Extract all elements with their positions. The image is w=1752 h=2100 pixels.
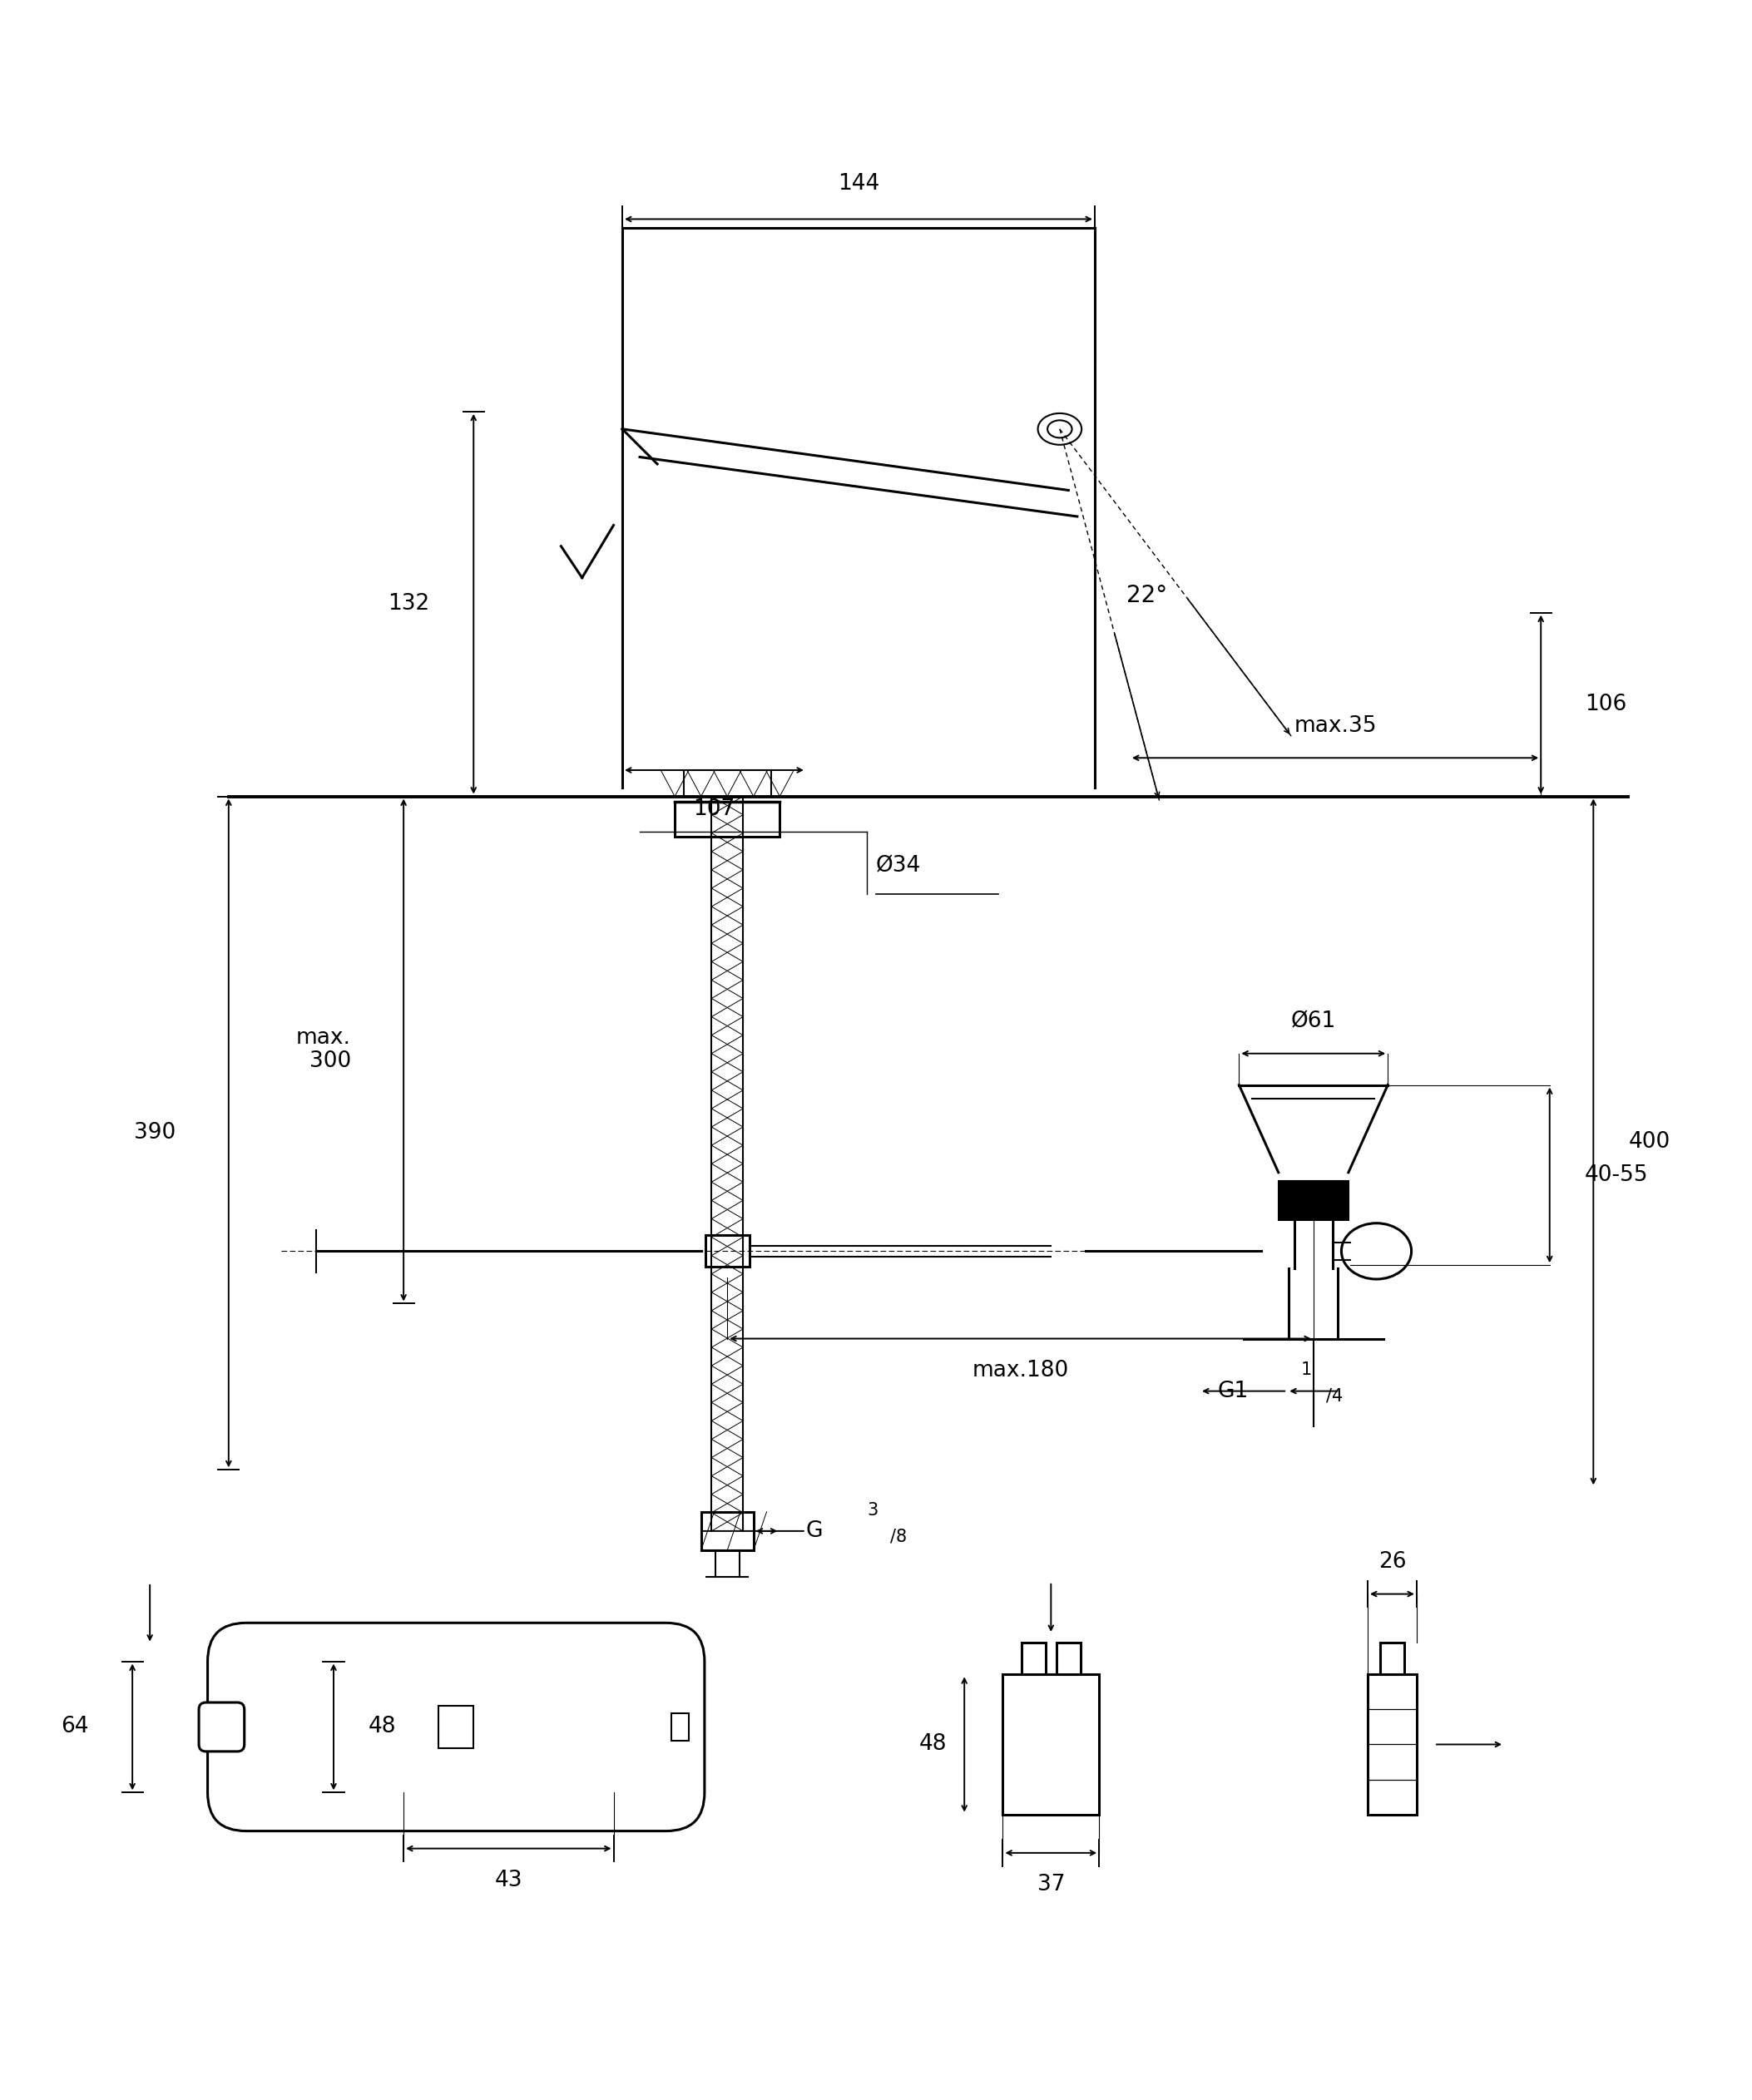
Text: max.180: max.180 xyxy=(972,1359,1069,1382)
Text: 48: 48 xyxy=(368,1716,396,1739)
Bar xyxy=(1021,1642,1046,1674)
Bar xyxy=(1056,1642,1081,1674)
Bar xyxy=(1368,1674,1417,1814)
Text: max.
300: max. 300 xyxy=(296,1027,350,1073)
Text: 26: 26 xyxy=(1379,1552,1407,1573)
FancyBboxPatch shape xyxy=(200,1703,244,1751)
Bar xyxy=(671,1714,689,1741)
Bar xyxy=(1002,1674,1099,1814)
Text: 107: 107 xyxy=(694,798,736,819)
Text: G1: G1 xyxy=(1218,1380,1247,1403)
Text: Ø61: Ø61 xyxy=(1291,1010,1337,1033)
Text: /4: /4 xyxy=(1326,1388,1342,1405)
Text: 3: 3 xyxy=(867,1502,878,1518)
Text: 64: 64 xyxy=(61,1716,89,1739)
Ellipse shape xyxy=(1342,1222,1412,1279)
Text: 37: 37 xyxy=(1037,1873,1065,1896)
Text: max.35: max.35 xyxy=(1295,716,1377,737)
Text: 400: 400 xyxy=(1628,1132,1670,1153)
Text: /8: /8 xyxy=(890,1529,908,1546)
Text: 1: 1 xyxy=(1302,1361,1312,1378)
Bar xyxy=(675,802,780,836)
Bar xyxy=(438,1705,473,1747)
Text: 132: 132 xyxy=(387,592,429,615)
Bar xyxy=(1279,1180,1349,1220)
Bar xyxy=(683,771,771,796)
FancyBboxPatch shape xyxy=(208,1623,704,1831)
Text: 43: 43 xyxy=(494,1869,522,1892)
Text: 48: 48 xyxy=(920,1735,946,1756)
Bar xyxy=(706,1235,750,1266)
Text: 106: 106 xyxy=(1584,693,1626,716)
Bar xyxy=(701,1512,753,1550)
Bar xyxy=(1381,1642,1405,1674)
Ellipse shape xyxy=(1048,420,1072,437)
Text: 144: 144 xyxy=(837,172,880,195)
Text: 390: 390 xyxy=(135,1121,177,1145)
Text: G: G xyxy=(806,1520,823,1541)
Text: 40-55: 40-55 xyxy=(1584,1163,1649,1186)
Text: Ø34: Ø34 xyxy=(876,855,922,878)
Text: 22°: 22° xyxy=(1127,584,1167,607)
